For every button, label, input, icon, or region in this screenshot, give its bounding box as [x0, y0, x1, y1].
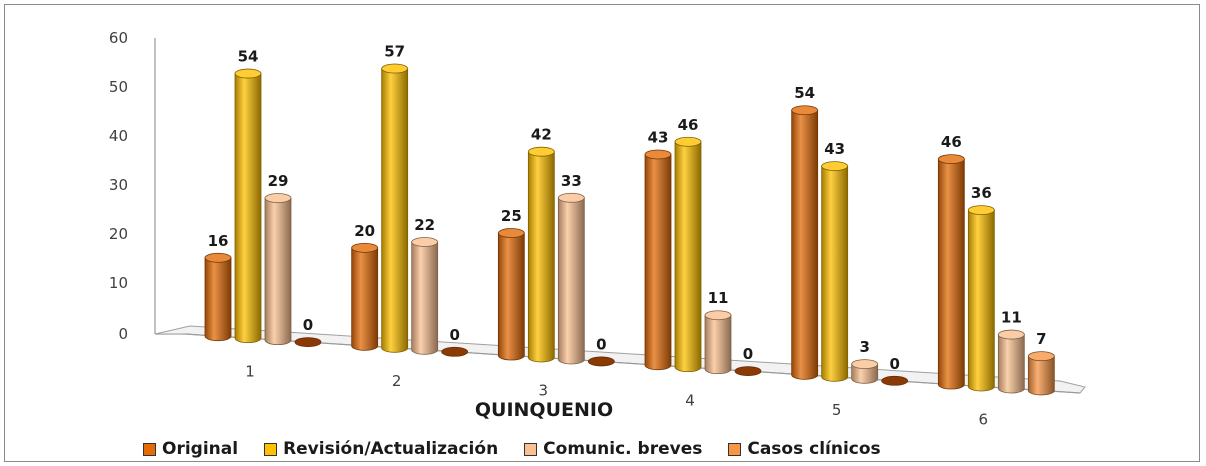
legend-item: Comunic. breves [524, 439, 702, 459]
bar [674, 136, 702, 373]
data-label: 57 [384, 43, 405, 61]
data-label: 29 [268, 172, 289, 190]
y-tick-label: 50 [109, 78, 128, 96]
bar [234, 68, 262, 344]
bar [557, 192, 585, 365]
data-label: 46 [678, 116, 699, 134]
x-tick-label: 5 [832, 401, 842, 419]
bar [881, 375, 909, 386]
data-label: 0 [889, 355, 899, 373]
data-label: 43 [824, 140, 845, 158]
x-axis-title: QUINQUENIO [475, 399, 613, 421]
data-label: 11 [708, 289, 729, 307]
bar [264, 193, 292, 346]
chart-bars [204, 63, 1055, 396]
x-tick-label: 2 [392, 372, 402, 390]
legend-item: Casos clínicos [728, 439, 881, 459]
legend-swatch [728, 442, 742, 456]
x-axis-ticks: 1 2 3 4 5 6 [245, 362, 988, 428]
data-labels: 16 54 29 0 20 57 22 0 25 42 33 0 43 46 11 0 54 43 3 0 46 36 11… [208, 43, 1047, 373]
data-label: 36 [971, 184, 992, 202]
data-label: 25 [501, 207, 522, 225]
bar [351, 242, 379, 351]
data-label: 0 [743, 345, 753, 363]
data-label: 42 [531, 126, 552, 144]
data-label: 0 [596, 335, 606, 353]
bar [441, 346, 469, 357]
bar [937, 154, 965, 390]
data-label: 54 [238, 48, 259, 66]
y-tick-label: 30 [109, 176, 128, 194]
y-tick-label: 10 [109, 274, 128, 292]
data-label: 22 [414, 216, 435, 234]
x-tick-label: 1 [245, 362, 255, 380]
data-label: 7 [1036, 330, 1046, 348]
bar [204, 252, 232, 342]
bar [587, 356, 615, 367]
y-axis-ticks: 0 10 20 30 40 50 60 [109, 29, 128, 343]
bar [734, 366, 762, 377]
bar [644, 149, 672, 371]
data-label: 11 [1001, 309, 1022, 327]
y-tick-label: 40 [109, 127, 128, 145]
y-tick-label: 0 [118, 325, 128, 343]
legend-label: Revisión/Actualización [283, 439, 499, 459]
data-label: 46 [941, 133, 962, 151]
bar [967, 205, 995, 392]
legend-swatch [524, 442, 538, 456]
legend-label: Original [162, 439, 239, 459]
data-label: 0 [303, 316, 313, 334]
legend-swatch [264, 442, 278, 456]
x-tick-label: 6 [979, 411, 989, 429]
bar [1027, 351, 1055, 396]
bar [791, 105, 819, 380]
bar [704, 310, 732, 375]
data-label: 43 [648, 128, 669, 146]
data-label: 0 [449, 326, 459, 344]
y-tick-label: 60 [109, 29, 128, 47]
bar [821, 161, 849, 382]
x-tick-label: 3 [539, 382, 549, 400]
data-label: 20 [354, 222, 375, 240]
legend-item: Revisión/Actualización [264, 439, 498, 459]
legend: Original Revisión/Actualización Comunic. b… [143, 438, 881, 460]
legend-item: Original [143, 439, 238, 459]
legend-label: Casos clínicos [747, 439, 881, 459]
bar [851, 359, 879, 384]
legend-swatch [143, 442, 156, 456]
bar [411, 237, 439, 355]
bar [497, 228, 525, 361]
bar [997, 329, 1025, 394]
bar [381, 63, 409, 353]
x-tick-label: 4 [685, 391, 695, 409]
data-label: 3 [859, 338, 869, 356]
y-tick-label: 20 [109, 225, 128, 243]
data-label: 54 [794, 84, 815, 102]
data-label: 33 [561, 172, 582, 190]
legend-label: Comunic. breves [543, 439, 703, 459]
bar [294, 337, 322, 348]
bar [527, 146, 555, 363]
data-label: 16 [208, 232, 229, 250]
